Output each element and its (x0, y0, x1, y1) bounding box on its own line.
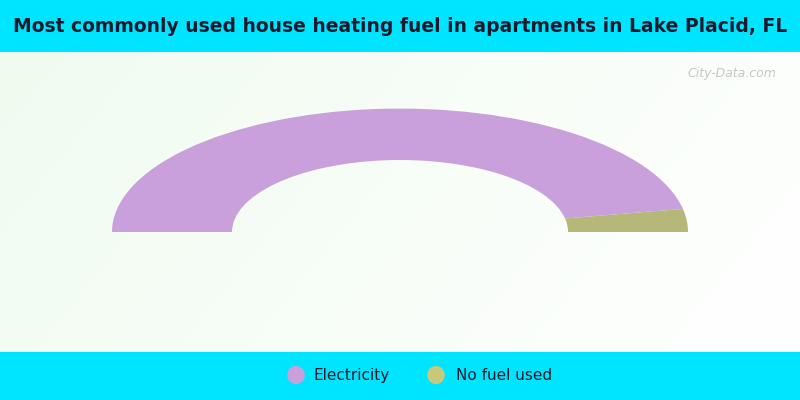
Text: City-Data.com: City-Data.com (687, 67, 776, 80)
Ellipse shape (287, 366, 305, 384)
Ellipse shape (427, 366, 445, 384)
Wedge shape (565, 209, 688, 232)
Text: No fuel used: No fuel used (456, 368, 552, 382)
Text: Electricity: Electricity (314, 368, 390, 382)
Wedge shape (112, 108, 683, 232)
Text: Most commonly used house heating fuel in apartments in Lake Placid, FL: Most commonly used house heating fuel in… (13, 16, 787, 36)
